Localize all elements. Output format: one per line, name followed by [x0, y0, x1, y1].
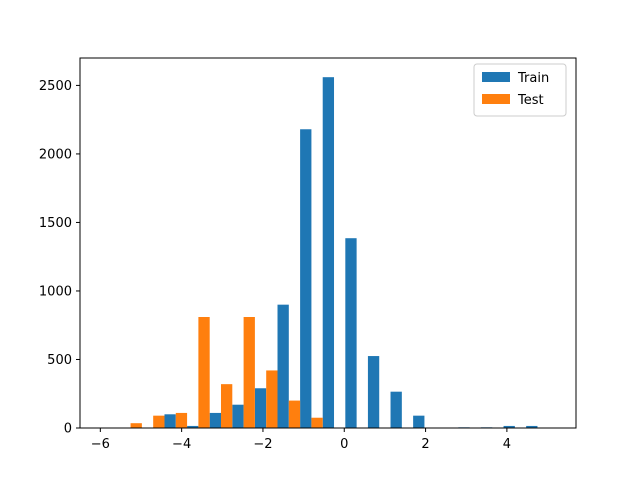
y-tick-label: 0	[64, 422, 72, 437]
bar-train-8	[277, 304, 289, 428]
bar-train-7	[254, 388, 267, 428]
bar-train-18	[503, 425, 515, 428]
bar-test-7	[266, 370, 278, 428]
bar-test-8	[288, 400, 301, 428]
y-tick-label: 2000	[39, 147, 72, 162]
y-tick-label: 2500	[39, 79, 72, 94]
bar-train-6	[232, 404, 244, 428]
bar-test-4	[198, 317, 210, 428]
bar-train-13	[390, 391, 402, 428]
bar-train-19	[526, 425, 538, 428]
plot-frame	[79, 57, 577, 429]
legend: Train Test	[473, 63, 567, 117]
bar-test-1	[130, 423, 142, 428]
x-tick-label: −6	[91, 437, 110, 452]
y-tick-label: 1000	[39, 284, 72, 299]
bar-test-9	[311, 417, 323, 428]
x-tick-label: 2	[421, 437, 429, 452]
bar-train-4	[187, 425, 199, 428]
bars-group	[130, 77, 538, 429]
y-axis-ticks: 0 500 1000 1500 2000 2500	[39, 79, 80, 437]
legend-swatch-train	[482, 72, 510, 82]
y-tick-label: 1500	[39, 216, 72, 231]
bar-train-10	[322, 77, 335, 429]
bar-train-9	[300, 129, 312, 428]
x-tick-label: 4	[503, 437, 511, 452]
bar-train-14	[413, 415, 425, 428]
bar-train-12	[367, 356, 380, 428]
legend-label-test: Test	[517, 93, 544, 108]
bar-train-3	[164, 414, 176, 428]
y-tick-label: 500	[47, 353, 72, 368]
bar-test-5	[220, 384, 233, 428]
x-tick-label: −2	[253, 437, 272, 452]
legend-label-train: Train	[517, 71, 549, 86]
bar-test-2	[153, 415, 165, 428]
x-axis-ticks: −6 −4 −2 0 2 4	[91, 428, 511, 452]
x-tick-label: −4	[172, 437, 191, 452]
bar-train-5	[209, 412, 221, 428]
legend-swatch-test	[482, 94, 510, 104]
bar-test-3	[175, 412, 188, 428]
bar-test-6	[243, 317, 255, 428]
x-tick-label: 0	[340, 437, 348, 452]
bar-train-11	[345, 238, 357, 428]
